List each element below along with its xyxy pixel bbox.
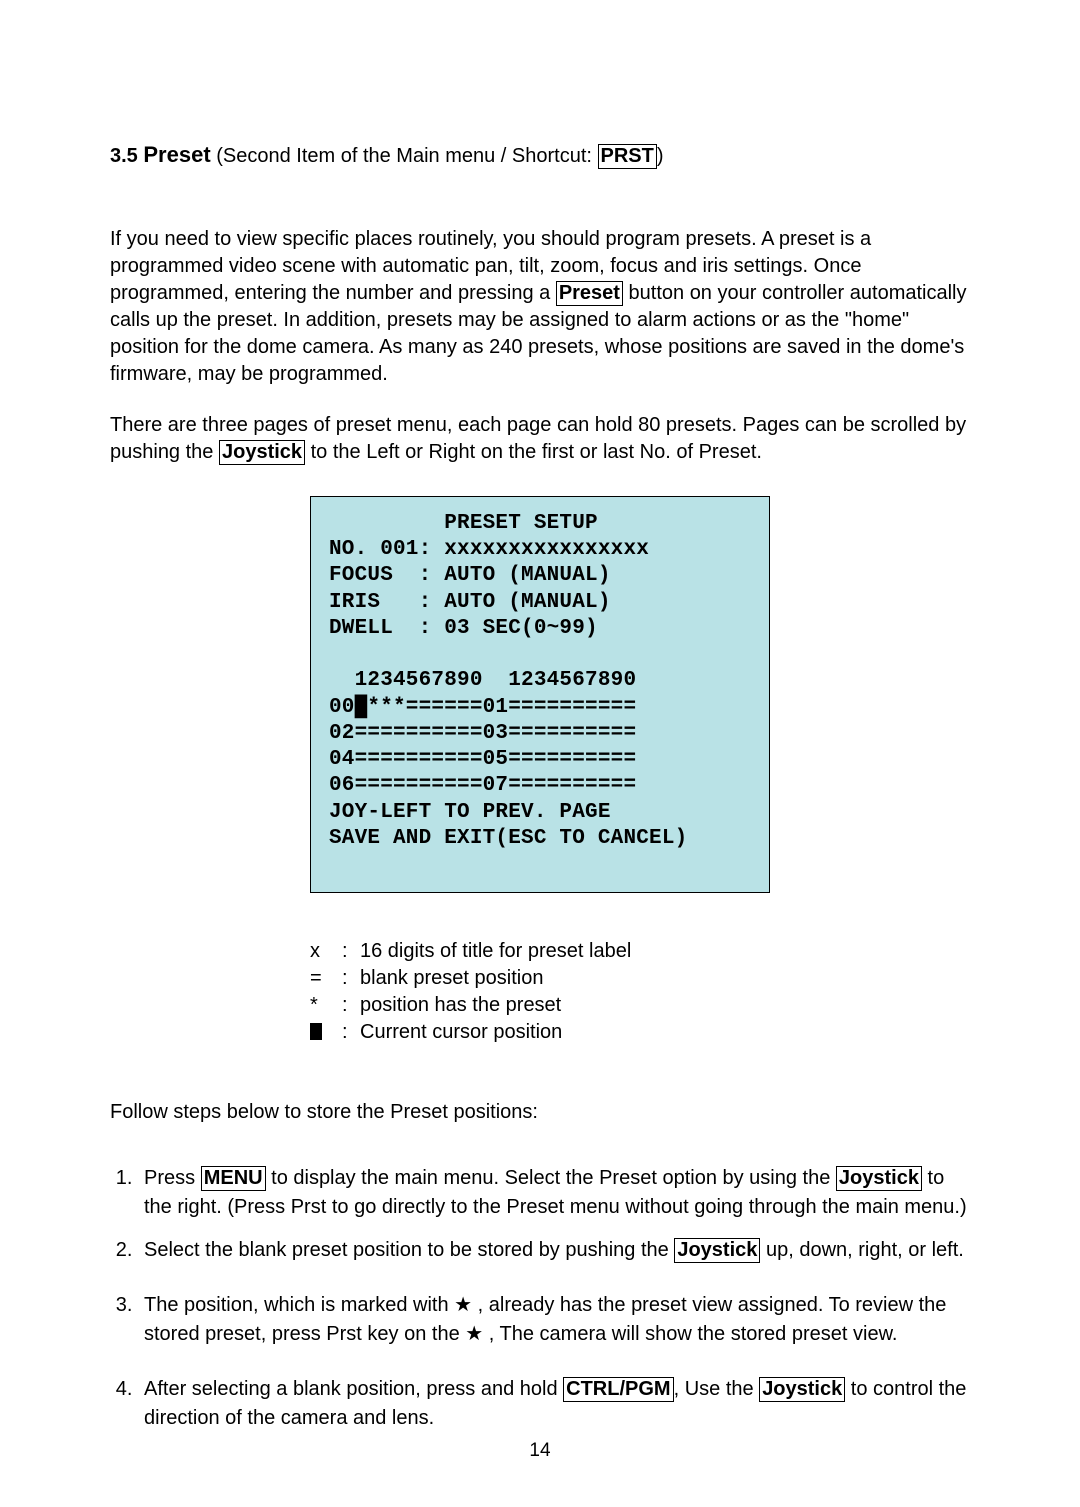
legend-row: x : 16 digits of title for preset label — [310, 938, 770, 965]
preset-box: Preset — [556, 281, 623, 306]
legend: x : 16 digits of title for preset label … — [310, 938, 770, 1046]
page-number: 14 — [0, 1440, 1080, 1462]
legend-row: : Current cursor position — [310, 1019, 770, 1046]
intro-paragraph-1: If you need to view specific places rout… — [110, 226, 970, 388]
step2a: Select the blank preset position to be s… — [144, 1239, 674, 1261]
step-1: Press MENU to display the main menu. Sel… — [138, 1164, 970, 1222]
legend-text: Current cursor position — [360, 1019, 562, 1046]
joystick-box: Joystick — [219, 440, 305, 465]
legend-symbol — [310, 1019, 342, 1046]
heading-number: 3.5 — [110, 145, 138, 167]
joystick-box: Joystick — [674, 1238, 760, 1263]
step2b: up, down, right, or left. — [760, 1239, 963, 1261]
legend-text: blank preset position — [360, 965, 543, 992]
step-3: The position, which is marked with ★ , a… — [138, 1291, 970, 1349]
section-heading: 3.5 Preset (Second Item of the Main menu… — [110, 140, 970, 171]
intro-paragraph-2: There are three pages of preset menu, ea… — [110, 412, 970, 466]
heading-title: Preset — [143, 142, 210, 167]
menu-box: MENU — [201, 1166, 266, 1191]
step-4: After selecting a blank position, press … — [138, 1375, 970, 1433]
osd-text: PRESET SETUP NO. 001: xxxxxxxxxxxxxxxx F… — [329, 511, 751, 852]
legend-colon: : — [342, 992, 360, 1019]
legend-row: = : blank preset position — [310, 965, 770, 992]
cursor-block-icon — [310, 1023, 322, 1040]
step3c: , The camera will show the stored preset… — [483, 1323, 897, 1345]
star-icon: ★ — [465, 1323, 483, 1345]
legend-text: 16 digits of title for preset label — [360, 938, 631, 965]
step-2: Select the blank preset position to be s… — [138, 1236, 970, 1265]
legend-row: * : position has the preset — [310, 992, 770, 1019]
step3a: The position, which is marked with — [144, 1294, 454, 1316]
osd-screen: PRESET SETUP NO. 001: xxxxxxxxxxxxxxxx F… — [310, 496, 770, 893]
joystick-box: Joystick — [759, 1377, 845, 1402]
follow-steps-text: Follow steps below to store the Preset p… — [110, 1101, 970, 1124]
joystick-box: Joystick — [836, 1166, 922, 1191]
legend-symbol: * — [310, 992, 342, 1019]
legend-colon: : — [342, 1019, 360, 1046]
page: 3.5 Preset (Second Item of the Main menu… — [0, 0, 1080, 1507]
intro-p2b: to the Left or Right on the first or las… — [305, 441, 762, 463]
legend-symbol: x — [310, 938, 342, 965]
legend-colon: : — [342, 938, 360, 965]
shortcut-prst-box: PRST — [598, 144, 657, 169]
step1b: to display the main menu. Select the Pre… — [266, 1167, 836, 1189]
legend-colon: : — [342, 965, 360, 992]
ctrl-pgm-box: CTRL/PGM — [563, 1377, 673, 1402]
legend-symbol: = — [310, 965, 342, 992]
legend-text: position has the preset — [360, 992, 561, 1019]
heading-subtitle-prefix: (Second Item of the Main menu / Shortcut… — [211, 145, 598, 167]
star-icon: ★ — [454, 1294, 472, 1316]
heading-subtitle-suffix: ) — [657, 145, 664, 167]
steps-list: Press MENU to display the main menu. Sel… — [110, 1164, 970, 1433]
step1a: Press — [144, 1167, 201, 1189]
